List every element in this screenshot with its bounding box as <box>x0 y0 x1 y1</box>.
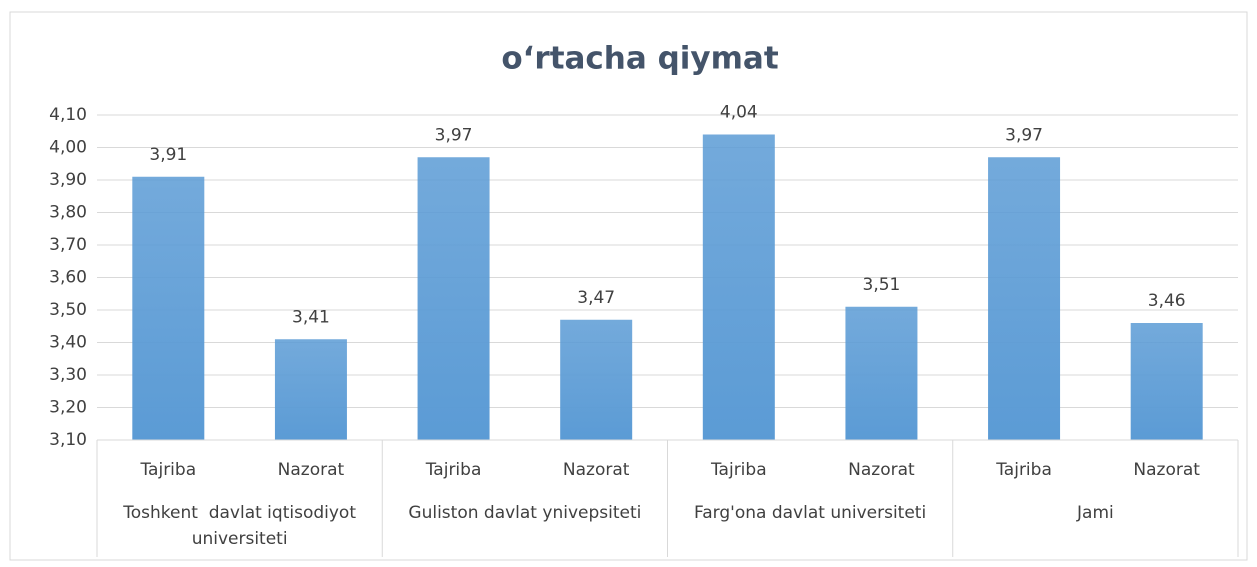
value-label: 3,51 <box>863 275 901 295</box>
value-label: 3,91 <box>149 145 187 165</box>
x-tick-label: Nazorat <box>1133 460 1200 480</box>
bar <box>560 319 633 440</box>
value-label: 3,41 <box>292 307 330 327</box>
value-label: 3,46 <box>1148 291 1186 311</box>
y-tick-label: 3,30 <box>49 365 87 385</box>
bar <box>845 306 918 440</box>
y-tick-label: 3,20 <box>49 398 87 418</box>
chart-title: o‘rtacha qiymat <box>501 41 779 77</box>
y-tick-label: 3,80 <box>49 203 87 223</box>
group-label: Farg'ona davlat universiteti <box>694 503 927 523</box>
y-tick-label: 3,60 <box>49 268 87 288</box>
bar <box>988 157 1061 440</box>
x-tick-label: Tajriba <box>139 460 196 480</box>
x-tick-label: Tajriba <box>425 460 482 480</box>
bar <box>1130 323 1203 440</box>
y-tick-label: 3,40 <box>49 333 87 353</box>
bar <box>417 157 490 440</box>
x-tick-label: Nazorat <box>278 460 345 480</box>
x-tick-label: Nazorat <box>848 460 915 480</box>
value-label: 3,47 <box>577 288 615 308</box>
y-tick-label: 3,50 <box>49 300 87 320</box>
group-label: Toshkent davlat iqtisodiyot universiteti <box>123 503 362 549</box>
y-tick-label: 4,10 <box>49 105 87 125</box>
y-tick-label: 4,00 <box>49 138 87 158</box>
y-tick-label: 3,70 <box>49 235 87 255</box>
value-label: 3,97 <box>435 125 473 145</box>
x-tick-label: Tajriba <box>995 460 1052 480</box>
value-label: 3,97 <box>1005 125 1043 145</box>
bar <box>274 339 347 440</box>
group-label: Guliston davlat ynivepsiteti <box>408 503 642 523</box>
y-tick-label: 3,10 <box>49 430 87 450</box>
bar <box>702 134 775 440</box>
x-tick-label: Nazorat <box>563 460 630 480</box>
x-tick-label: Tajriba <box>710 460 767 480</box>
bar <box>132 176 205 440</box>
group-label: Jami <box>1077 503 1114 523</box>
y-tick-label: 3,90 <box>49 170 87 190</box>
value-label: 4,04 <box>720 103 758 123</box>
